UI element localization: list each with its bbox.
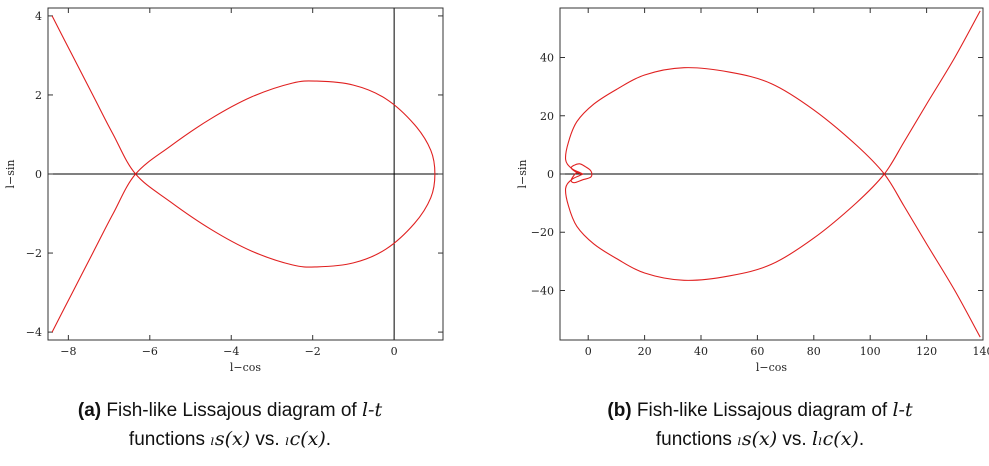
chart-b-xtick-label: 120	[916, 345, 937, 358]
caption-a-line2-text-2: vs.	[250, 429, 285, 450]
chart-a-xtick-label: −2	[305, 345, 321, 358]
caption-a-tag: (a)	[77, 400, 102, 421]
chart-b-ytick-label: −40	[531, 284, 554, 297]
chart-b-ytick-label: 0	[547, 168, 554, 181]
caption-a-line1-text: Fish-like Lissajous diagram of	[106, 400, 362, 421]
caption-a-line2-math-2: ₗc(x)	[285, 428, 326, 450]
chart-a-ytick-label: 2	[35, 89, 42, 102]
caption-b-tag: (b)	[607, 400, 632, 421]
chart-b-ytick-label: 40	[540, 52, 554, 65]
chart-b-xtick-label: 20	[638, 345, 652, 358]
chart-a-ylabel: l−sin	[4, 160, 17, 189]
caption-a-line2-text-1: functions	[128, 429, 211, 450]
chart-b-xtick-label: 60	[750, 345, 764, 358]
chart-b-ylabel: l−sin	[516, 160, 529, 189]
chart-a-svg: −8 −6 −4 −2 0 −4 −2 0 2 4 l−cos l−sin	[4, 7, 444, 374]
caption-b-line2-text-2: vs.	[777, 429, 812, 450]
chart-a-series-line	[51, 15, 436, 333]
caption-a-line1: (a) Fish-like Lissajous diagram of l-t	[20, 396, 440, 425]
chart-a-xtick-label: 0	[391, 345, 398, 358]
chart-b-svg: 0 20 40 60 80 100 120 140 −40 −20 0 20 40 l−cos l−sin	[516, 7, 989, 374]
chart-b-ytick-label: 20	[540, 110, 554, 123]
chart-a-ytick-label: 4	[35, 10, 42, 23]
chart-a-ytick-label: −4	[26, 326, 42, 339]
caption-b-line1: (b) Fish-like Lissajous diagram of l-t	[540, 396, 980, 425]
caption-a-line2-text-3: .	[325, 429, 332, 450]
caption-b-line1-text: Fish-like Lissajous diagram of	[636, 400, 893, 421]
caption-a-line2-math-1: ₗs(x)	[210, 428, 251, 450]
caption-a-line2: functions ₗs(x) vs. ₗc(x).	[20, 425, 440, 454]
caption-b-line2-text-1: functions	[655, 429, 738, 450]
caption-b-line2-math-1: ₗs(x)	[737, 428, 778, 450]
chart-a-xtick-label: −4	[223, 345, 239, 358]
caption-b-line2: functions ₗs(x) vs. lₗc(x).	[540, 425, 980, 454]
chart-b-xtick-label: 80	[807, 345, 821, 358]
caption-b-line2-math-2: lₗc(x)	[811, 428, 859, 450]
chart-panel-b: 020406080100120140−40−2002040l−cosl−sin …	[500, 0, 989, 466]
chart-a-xtick-label: −6	[142, 345, 158, 358]
chart-b-xtick-label: 0	[585, 345, 592, 358]
chart-a-ytick-label: −2	[26, 247, 42, 260]
chart-b-xtick-label: 100	[860, 345, 881, 358]
chart-a-xtick-label: −8	[60, 345, 76, 358]
chart-a-ytick-label: 0	[35, 168, 42, 181]
caption-a-line1-math: l-t	[361, 399, 383, 421]
caption-b: (b) Fish-like Lissajous diagram of l-t f…	[540, 396, 980, 454]
chart-panel-a: −8 −6 −4 −2 0 −4 −2 0 2 4 l−cos l−sin (a) Fish-like…	[0, 0, 450, 466]
caption-b-line1-math: l-t	[892, 399, 913, 421]
caption-a: (a) Fish-like Lissajous diagram of l-t f…	[20, 396, 440, 454]
chart-b-ytick-label: −20	[531, 226, 554, 239]
chart-b-series-line	[564, 10, 981, 338]
chart-a-xlabel: l−cos	[230, 361, 262, 374]
chart-b-xlabel: l−cos	[756, 361, 788, 374]
chart-b-xtick-label: 140	[973, 345, 989, 358]
caption-b-line2-text-3: .	[858, 429, 865, 450]
chart-b-xtick-label: 40	[694, 345, 708, 358]
